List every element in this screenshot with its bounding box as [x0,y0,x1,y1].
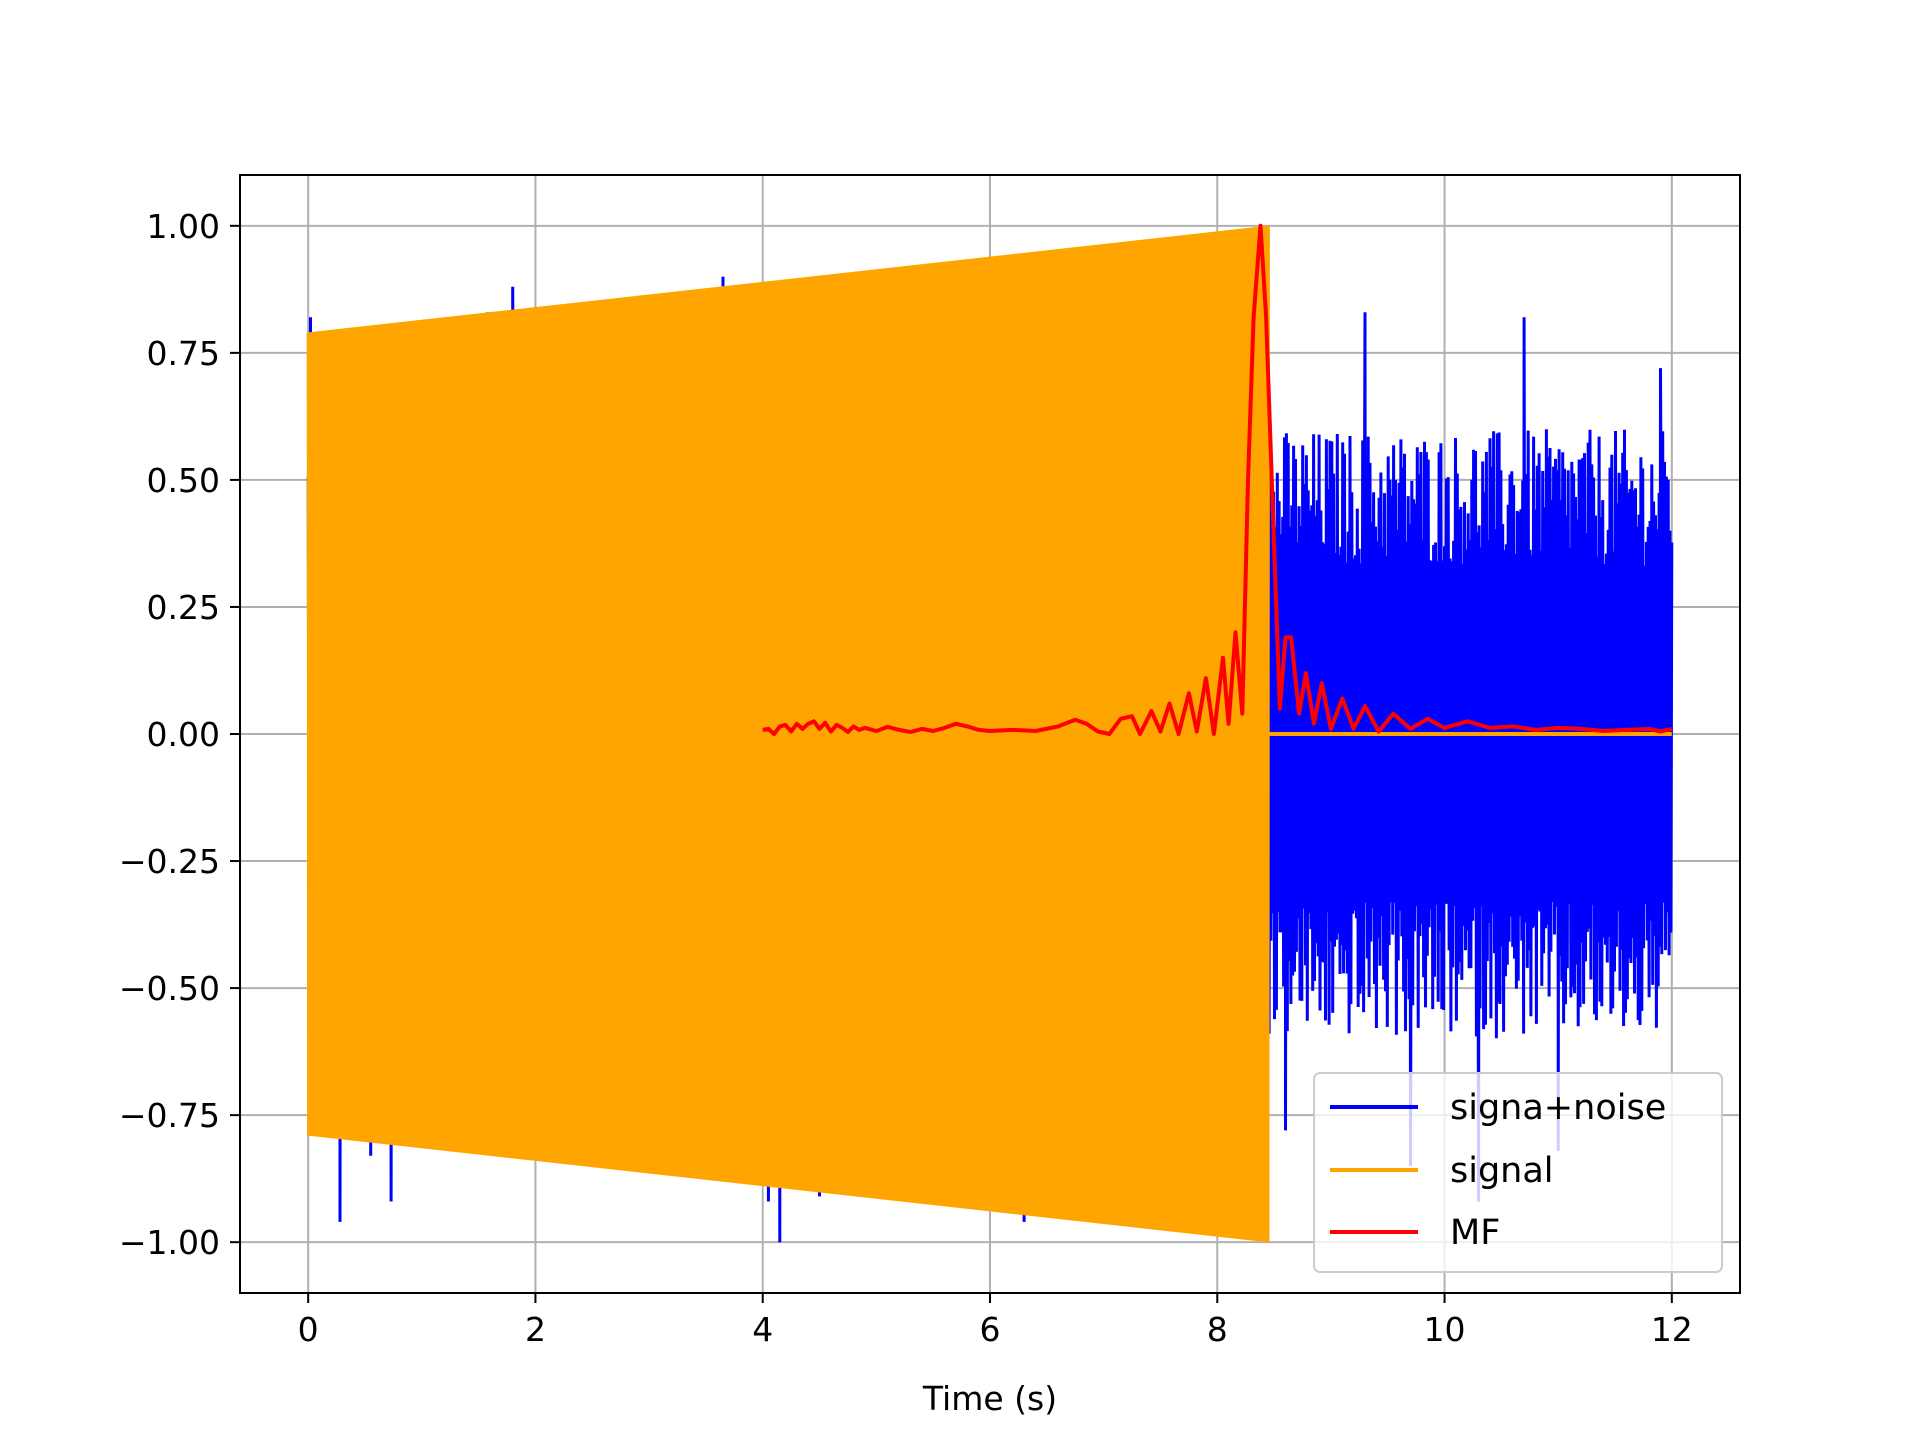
x-tick-label-4: 4 [752,1310,773,1349]
x-tick-label-10: 10 [1424,1310,1466,1349]
legend-label-signal: signal [1450,1151,1554,1191]
x-tick-label-2: 2 [525,1310,546,1349]
axis-ticks: 0 2 4 6 8 10 12 1.00 0.75 0.50 0.25 0.00 −0.25 −0.50 −… [119,207,1693,1349]
series-mf-line [762,223,1673,736]
y-tick-label-minus-0-75: −0.75 [119,1096,220,1135]
y-tick-label-minus-0-25: −0.25 [119,842,220,881]
plot-series [306,223,1674,1243]
legend-label-signa-noise: signa+noise [1450,1088,1666,1128]
y-tick-label-0-00: 0.00 [147,715,220,754]
legend-box [1313,1072,1723,1273]
y-tick-label-0-50: 0.50 [147,461,220,500]
x-tick-label-0: 0 [298,1310,319,1349]
y-tick-label-minus-1-00: −1.00 [119,1223,220,1262]
y-tick-label-1-00: 1.00 [147,207,220,246]
x-tick-label-8: 8 [1207,1310,1228,1349]
y-tick-label-0-75: 0.75 [147,334,220,373]
x-axis-label: Time (s) [922,1379,1057,1418]
legend-label-mf: MF [1450,1213,1500,1253]
y-tick-label-0-25: 0.25 [147,588,220,627]
series-signal-envelope-fill [308,225,1269,1243]
legend: signa+noise signal MF [1313,1072,1723,1273]
x-tick-label-12: 12 [1651,1310,1693,1349]
x-tick-label-6: 6 [980,1310,1001,1349]
y-tick-label-minus-0-50: −0.50 [119,969,220,1008]
